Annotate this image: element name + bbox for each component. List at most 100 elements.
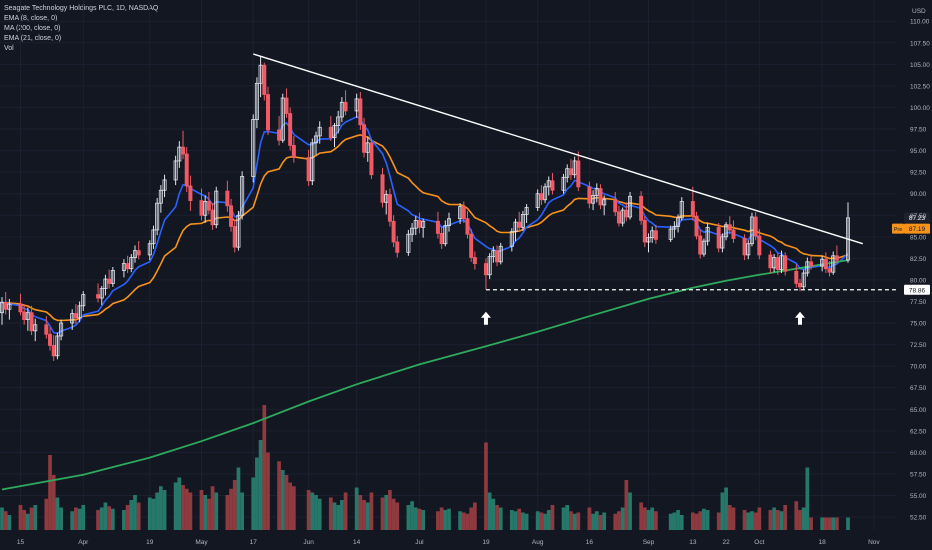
volume-bar — [550, 505, 555, 530]
candle-body — [435, 220, 440, 234]
volume-bar — [59, 507, 63, 530]
legend-symbol: Seagate Technology Holdings PLC, 1D, NAS… — [4, 5, 159, 12]
candle-body — [701, 240, 706, 255]
volume-bar — [831, 517, 836, 530]
volume-bar — [436, 511, 440, 530]
candle-body — [724, 224, 729, 238]
x-tick-label: May — [195, 539, 208, 546]
volume-bar — [746, 512, 751, 530]
candle-body — [240, 176, 245, 216]
y-tick-label: 70.00 — [910, 364, 927, 371]
volume-bar — [188, 492, 193, 530]
candle-body — [443, 225, 448, 245]
volume-bar — [236, 467, 241, 530]
volume-bar — [251, 477, 256, 530]
volume-bar — [742, 510, 747, 530]
volume-bar — [753, 512, 758, 530]
volume-bar — [147, 497, 152, 530]
candle-body — [639, 195, 644, 221]
x-tick-label: Sep — [643, 539, 655, 546]
candle-body — [358, 98, 363, 126]
candle-body — [184, 153, 189, 187]
volume-bar — [207, 498, 211, 530]
x-tick-label: 13 — [689, 539, 697, 546]
volume-bar — [388, 490, 392, 530]
candle-body — [616, 211, 621, 224]
candle-body — [487, 256, 492, 276]
candle-body — [458, 206, 463, 220]
x-tick-label: Jun — [303, 539, 314, 546]
candle-body — [753, 216, 758, 237]
candle-body — [543, 186, 548, 201]
candle-body — [447, 218, 452, 227]
volume-bar — [177, 477, 182, 530]
volume-bar — [136, 502, 141, 530]
volume-bar — [820, 517, 825, 530]
candle-body — [369, 142, 374, 176]
price-axis[interactable]: USD 52.50 55.00 57.50 60.00 62.50 65.00 67.50 70… — [910, 8, 930, 522]
y-tick-label: 95.00 — [910, 148, 927, 155]
candle-body — [177, 146, 182, 162]
volume-bar — [81, 505, 86, 530]
volume-bar — [805, 467, 810, 530]
time-axis[interactable]: 15 Apr 19 May 17 Jun 14 Jul 19 Aug 16 Sep 13 22 Oct 18 N… — [17, 539, 881, 546]
candle-body — [306, 157, 311, 182]
candle-body — [576, 160, 581, 188]
volume-bar — [487, 492, 492, 530]
candle-body — [59, 322, 64, 337]
volume-bar — [846, 517, 850, 530]
volume-bar — [29, 507, 34, 530]
candle-body — [262, 64, 267, 95]
volume-bar — [513, 511, 518, 530]
volume-bar — [757, 507, 762, 530]
volume-bar — [565, 505, 570, 530]
candle-body — [783, 255, 788, 272]
candle-body — [151, 229, 156, 245]
volume-bar — [122, 510, 126, 530]
volume-bar — [650, 507, 655, 530]
volume-bar — [380, 497, 385, 530]
y-tick-label: 65.00 — [910, 407, 927, 414]
candle-body — [387, 194, 392, 222]
candle-body — [22, 311, 27, 321]
volume-bar — [702, 508, 706, 530]
volume-bar — [521, 512, 525, 530]
volume-bar — [354, 487, 359, 530]
candle-body — [103, 278, 108, 289]
volume-bar — [332, 502, 337, 530]
x-tick-label: Jul — [415, 539, 424, 546]
candle-body — [757, 235, 762, 256]
y-tick-label: 67.50 — [910, 385, 927, 392]
volume-bar — [809, 517, 813, 530]
y-tick-label: 80.00 — [910, 277, 927, 284]
candle-body — [520, 213, 525, 228]
y-tick-label: 110.00 — [910, 19, 930, 26]
candle-body — [716, 226, 721, 249]
volume-bar — [369, 492, 374, 530]
volume-bar — [255, 457, 259, 530]
y-tick-label: 92.50 — [910, 170, 927, 177]
candle-body — [0, 301, 4, 314]
grid — [0, 0, 897, 530]
candle-body — [181, 146, 186, 155]
volume-bar — [22, 510, 27, 530]
volume-bar — [779, 511, 784, 530]
volume-bar — [642, 507, 647, 530]
volume-bar — [384, 495, 389, 530]
volume-bar — [18, 505, 23, 530]
candle-body — [236, 214, 241, 248]
candle-body — [277, 129, 282, 141]
candle-body — [624, 209, 629, 218]
candle-body — [809, 261, 814, 267]
candle-body — [251, 119, 256, 177]
volume-bar — [439, 507, 444, 530]
volume-bar — [0, 507, 4, 530]
volume-bar — [572, 513, 577, 530]
candle-body — [384, 194, 389, 203]
candle-body — [653, 230, 658, 240]
volume-bar — [679, 515, 684, 530]
volume-bar — [266, 452, 270, 530]
volume-bar — [358, 495, 363, 530]
volume-bar — [823, 517, 828, 530]
